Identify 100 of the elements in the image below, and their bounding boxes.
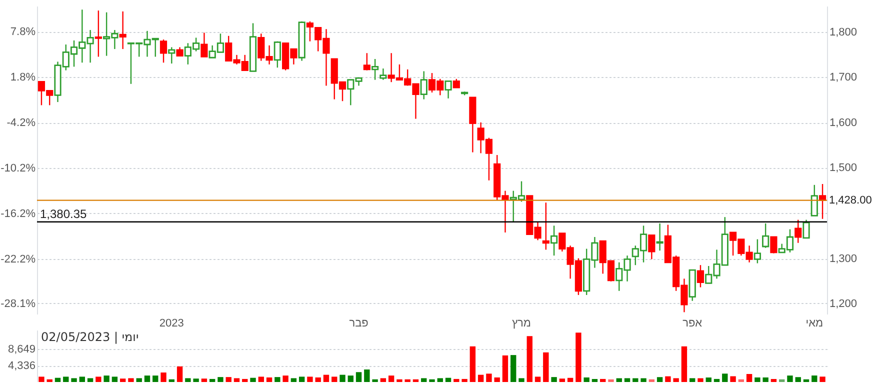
bar [445,378,452,382]
ref-line-label: 1,428.00 [829,194,872,206]
bar [404,379,410,382]
y-tick-label: -22.2% [0,253,36,266]
bar [63,376,69,382]
bar [632,378,638,382]
bar [787,376,793,382]
candlestick [770,236,778,254]
bar [46,379,52,382]
y-tick-label: -10.2% [0,162,36,174]
y-tick-label: -4.2% [6,117,36,130]
candlestick [160,38,168,64]
x-tick-label: מרץ [512,318,531,330]
candlestick [274,40,281,68]
bar [706,377,712,382]
bar [226,377,232,382]
y2-tick-label: 1,500 [830,162,858,174]
bar [738,379,744,382]
bar [193,378,199,382]
bar [87,378,94,382]
bar [803,379,810,382]
bar [559,378,566,382]
candlestick [542,202,550,250]
bar [608,379,614,382]
bar [144,376,150,382]
y-tick-label: 8,649 [8,344,36,356]
y2-tick-label: 1,300 [830,252,858,265]
bar [437,378,443,382]
x-tick-label: מאי [806,318,824,330]
bar [656,377,663,382]
bar [176,366,183,382]
candlestick [810,184,818,216]
bar [274,377,280,382]
bar [584,377,590,382]
bar [486,374,492,382]
bar [454,378,460,382]
bar [380,378,386,382]
bar [762,377,768,382]
bar [71,378,77,382]
candlestick [794,219,802,244]
bar [136,378,142,382]
x-tick-label: פבר [349,318,369,330]
bar [681,346,688,382]
candlestick [119,10,126,50]
bar [323,374,330,382]
bar [79,376,85,382]
bar [690,378,696,382]
bar [462,378,468,382]
bar [478,374,484,382]
candlestick [696,264,704,288]
bar [54,378,61,382]
bar [104,376,110,382]
y-tick-label: 7.8% [10,26,36,38]
bar [112,376,118,382]
y-tick-label: -28.1% [0,298,36,310]
bar [332,376,338,382]
bar [494,377,500,382]
bar [648,379,655,382]
bar [714,378,720,382]
bar [534,376,541,382]
bar [234,378,240,382]
x-tick-label: 2023 [159,318,184,330]
bar [160,372,166,382]
bar [340,374,346,382]
candlestick [380,68,387,80]
candlestick [648,234,656,260]
bar [526,336,532,382]
candlestick [420,70,428,100]
bar [168,379,174,382]
bar [543,352,549,382]
bar [754,377,760,382]
bar [120,378,126,382]
candlestick [444,80,452,99]
y-tick-label: 1.8% [10,72,36,84]
bar [152,376,158,382]
bar [722,374,728,382]
ref-line-label: 1,380.35 [40,206,88,221]
bar [567,378,574,382]
annotation: יומי | 02/05/2023 [41,330,139,344]
bar [38,376,44,382]
bar [510,355,516,382]
bar [218,377,224,382]
bar [242,378,248,382]
bar [770,378,777,382]
bar [209,378,216,382]
bar [258,376,264,382]
bar [502,355,508,382]
candlestick [200,32,208,58]
bar [421,378,427,382]
bar [470,346,476,382]
y2-tick-label: 1,700 [830,72,858,84]
bar [795,377,801,382]
bar [364,369,370,382]
bar [128,378,134,382]
bar [429,379,435,382]
bar [348,376,354,382]
candlestick [363,52,370,71]
candlestick [168,46,176,64]
y2-tick-label: 1,600 [830,116,858,129]
bar [812,376,818,382]
